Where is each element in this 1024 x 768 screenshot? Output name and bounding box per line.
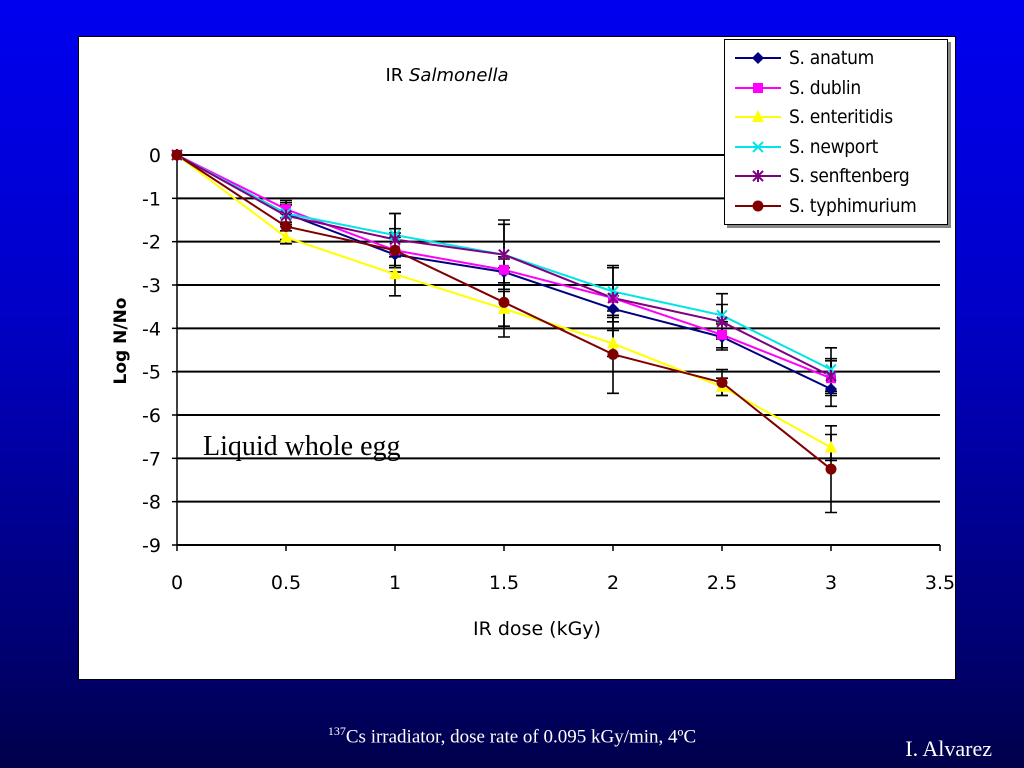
y-tick-label: -4 xyxy=(142,318,161,340)
x-tick-label: 2.5 xyxy=(707,572,737,594)
data-point xyxy=(280,209,292,222)
y-tick-label: -5 xyxy=(142,362,161,384)
legend-item: S. typhimurium xyxy=(733,194,943,218)
data-point xyxy=(607,348,619,360)
legend-swatch xyxy=(735,52,781,64)
data-point xyxy=(607,302,619,315)
legend-marker xyxy=(752,140,764,153)
legend-label: S. dublin xyxy=(789,76,861,99)
legend-label: S. typhimurium xyxy=(789,194,917,217)
x-tick-label: 0 xyxy=(171,572,183,594)
legend-item: S. enteritidis xyxy=(733,105,943,129)
legend-label: S. newport xyxy=(789,135,879,158)
data-point xyxy=(717,329,727,340)
data-point xyxy=(499,264,509,275)
legend-label: S. anatum xyxy=(789,47,874,69)
legend-marker xyxy=(752,52,764,64)
data-point xyxy=(389,244,401,256)
y-tick-label: -7 xyxy=(142,448,161,470)
caption-superscript: 137 xyxy=(327,724,346,738)
y-tick-label: -6 xyxy=(142,405,161,427)
y-axis-label: Log N/No xyxy=(111,298,131,385)
x-tick-label: 2 xyxy=(607,572,619,594)
caption-text: Cs irradiator, dose rate of 0.095 kGy/mi… xyxy=(345,726,697,748)
x-tick-label: 0.5 xyxy=(271,572,301,594)
chart-panel: 0 -1 -2 -3 -4 -5 -6 -7 -8 -9 0 0.5 1 1.5 2 2.5 3 3.5 IR S… xyxy=(78,36,956,680)
author-credit: I. Alvarez xyxy=(905,736,992,761)
legend-swatch xyxy=(735,110,781,122)
data-point xyxy=(498,248,510,261)
y-tick-label: -2 xyxy=(142,232,161,254)
data-point xyxy=(281,204,291,215)
legend-marker xyxy=(753,82,763,93)
legend-label: S. enteritidis xyxy=(789,106,893,128)
x-tick-label: 3 xyxy=(825,572,837,594)
legend-swatch xyxy=(735,140,781,153)
data-point xyxy=(280,230,292,243)
legend: S. anatum S. dublin S. enteritidis S. newpo… xyxy=(724,39,948,225)
y-tick-label: 0 xyxy=(149,145,161,167)
error-layer xyxy=(280,199,837,514)
legend-marker xyxy=(752,200,764,211)
data-point xyxy=(825,370,837,382)
legend-swatch xyxy=(735,200,781,211)
x-tick-label: 1 xyxy=(389,572,401,594)
legend-swatch xyxy=(735,82,781,93)
y-tick-label: -1 xyxy=(142,188,161,210)
data-point xyxy=(389,233,401,246)
data-point xyxy=(825,383,837,395)
x-tick-label: 1.5 xyxy=(489,572,519,594)
legend-label: S. senftenberg xyxy=(789,165,910,187)
legend-item: S. newport xyxy=(733,135,943,159)
x-tick-label: 3.5 xyxy=(925,572,955,594)
x-axis-label: IR dose (kGy) xyxy=(473,618,601,640)
axis-layer: 0 -1 -2 -3 -4 -5 -6 -7 -8 -9 0 0.5 1 1.5 2 2.5 3 3.5 xyxy=(142,145,955,594)
marker-layer xyxy=(171,148,837,475)
legend-marker xyxy=(752,170,764,182)
legend-marker xyxy=(752,110,764,122)
chart-title: IR Salmonella xyxy=(385,65,508,86)
data-point xyxy=(280,221,292,232)
data-point xyxy=(716,377,728,388)
y-tick-label: -3 xyxy=(142,275,161,297)
legend-item: S. dublin xyxy=(733,76,943,100)
data-point xyxy=(498,296,510,308)
data-point xyxy=(825,463,837,475)
y-tick-label: -8 xyxy=(142,492,161,514)
legend-swatch xyxy=(735,170,781,182)
data-point xyxy=(607,292,619,304)
legend-item: S. senftenberg xyxy=(733,164,943,188)
caption: 137Cs irradiator, dose rate of 0.095 kGy… xyxy=(0,724,1024,748)
data-point xyxy=(716,315,728,328)
chart-svg: 0 -1 -2 -3 -4 -5 -6 -7 -8 -9 0 0.5 1 1.5 2 2.5 3 3.5 IR S… xyxy=(111,65,955,640)
annotation-liquid-whole-egg: Liquid whole egg xyxy=(203,431,401,462)
data-point xyxy=(607,336,619,349)
data-point xyxy=(825,440,837,453)
legend-item: S. anatum xyxy=(733,46,943,70)
data-point xyxy=(171,149,183,161)
data-point xyxy=(389,267,401,280)
y-tick-label: -9 xyxy=(142,535,161,557)
